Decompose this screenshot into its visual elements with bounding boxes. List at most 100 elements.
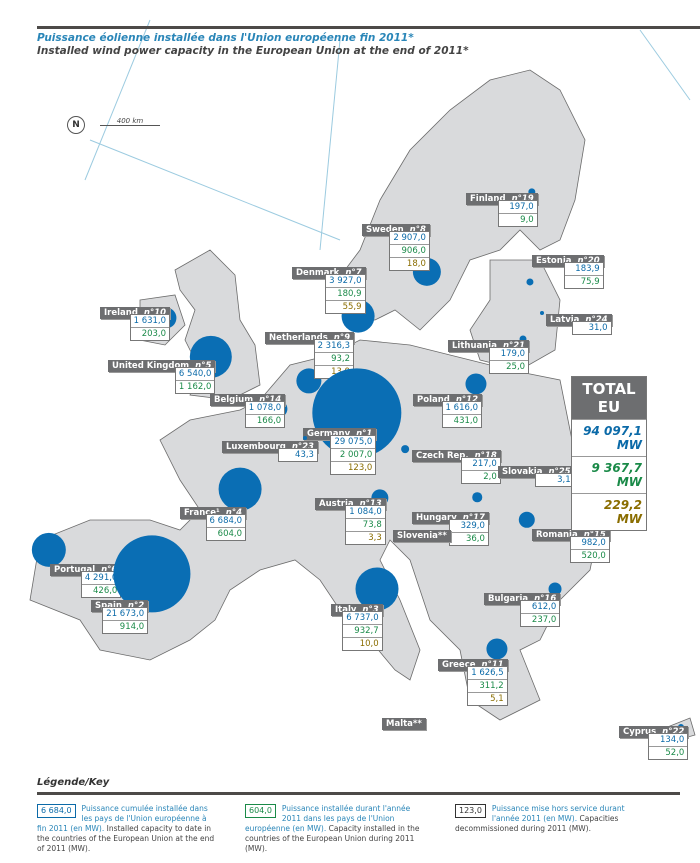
value-cumulative: 6 540,0 bbox=[178, 369, 212, 379]
value-installed: 75,9 bbox=[564, 275, 603, 288]
capacity-bubble bbox=[113, 535, 191, 613]
legend-item-cumulative: 6 684,0 Puissance cumulée installée dans… bbox=[37, 804, 217, 854]
value-cumulative: 31,0 bbox=[588, 323, 608, 333]
value-cumulative: 179,0 bbox=[500, 349, 526, 359]
country-rank: n°6 bbox=[101, 565, 118, 575]
values-box: 612,0 237,0 bbox=[520, 600, 561, 627]
values-box: 43,3 bbox=[277, 448, 318, 462]
value-cumulative: 6 737,0 bbox=[346, 613, 379, 623]
country-label: Germany n°1 29 075,0 2 007,0 123,0 bbox=[303, 421, 377, 475]
country-label: Lithuania n°21 179,0 25,0 bbox=[448, 333, 530, 374]
country-label: Finland n°19 197,0 9,0 bbox=[466, 186, 538, 227]
value-installed: 520,0 bbox=[570, 549, 609, 562]
country-rank: n°24 bbox=[585, 315, 608, 325]
values-box: 217,0 2,0 bbox=[460, 457, 501, 484]
values-box: 197,0 9,0 bbox=[497, 200, 538, 227]
value-cumulative: 3,1 bbox=[557, 475, 571, 485]
country-label: Czech Rep. n°18 217,0 2,0 bbox=[412, 443, 501, 484]
values-box: 982,0 520,0 bbox=[569, 536, 610, 563]
value-decommissioned: 123,0 bbox=[331, 461, 376, 474]
capacity-bubble bbox=[401, 445, 409, 453]
country-rank: n°20 bbox=[577, 256, 600, 266]
country-rank: n°4 bbox=[225, 508, 242, 518]
capacity-bubble bbox=[472, 492, 482, 502]
value-installed: 2 007,0 bbox=[331, 448, 376, 461]
country-name: Slovenia** bbox=[393, 530, 451, 542]
legend-item-decommissioned: 123,0 Puissance mise hors service durant… bbox=[455, 804, 635, 834]
value-decommissioned: 18,0 bbox=[390, 257, 429, 270]
value-installed: 906,0 bbox=[390, 244, 429, 257]
values-box: 6 540,0 1 162,0 bbox=[174, 367, 216, 394]
header-rule bbox=[37, 26, 700, 29]
country-rank: n°19 bbox=[511, 194, 534, 204]
country-label: Sweden n°8 2 907,0 906,0 18,0 bbox=[362, 217, 430, 271]
capacity-bubble bbox=[303, 436, 307, 440]
value-installed: 93,2 bbox=[314, 352, 354, 365]
legend-text-fr: Puissance mise hors service durant l'ann… bbox=[491, 804, 625, 823]
values-box: 179,0 25,0 bbox=[489, 347, 530, 374]
legend-swatch: 6 684,0 bbox=[37, 804, 76, 818]
legend-text-en: Capacities decommissioned during 2011 (M… bbox=[455, 814, 619, 833]
value-decommissioned: 55,9 bbox=[326, 300, 365, 313]
country-rank: n°2 bbox=[127, 601, 145, 611]
country-name: Malta** bbox=[382, 718, 426, 730]
value-installed: 1 162,0 bbox=[175, 380, 215, 393]
country-rank: n°8 bbox=[409, 225, 426, 235]
title-fr: Puissance éolienne installée dans l'Unio… bbox=[37, 32, 414, 44]
capacity-bubble bbox=[540, 311, 544, 315]
country-rank: n°10 bbox=[143, 308, 167, 318]
value-cumulative: 3 927,0 bbox=[329, 276, 362, 286]
legend-text-fr: Puissance cumulée installée dans les pay… bbox=[37, 804, 208, 833]
legend-text-en: Capacity installed in the countries of t… bbox=[245, 824, 420, 853]
value-installed: 2,0 bbox=[461, 470, 500, 483]
value-decommissioned: 3,3 bbox=[346, 531, 385, 544]
value-installed: 311,2 bbox=[468, 679, 507, 692]
total-installed: 9 367,7 MW bbox=[572, 456, 646, 493]
value-cumulative: 197,0 bbox=[509, 202, 534, 212]
values-box: 2 907,0 906,0 18,0 bbox=[389, 231, 430, 271]
country-rank: n°3 bbox=[362, 605, 379, 615]
value-decommissioned: 10,0 bbox=[343, 637, 382, 650]
country-rank: n°14 bbox=[259, 395, 282, 405]
value-cumulative: 6 684,0 bbox=[209, 516, 242, 526]
total-cumulative: 94 097,1 MW bbox=[572, 419, 646, 456]
value-cumulative: 329,0 bbox=[460, 521, 485, 531]
values-box: 29 075,0 2 007,0 123,0 bbox=[330, 435, 377, 475]
value-installed: 426,0 bbox=[81, 584, 121, 597]
value-installed: 604,0 bbox=[206, 527, 245, 540]
scale-bar: 400 km bbox=[100, 117, 160, 126]
value-installed: 73,8 bbox=[346, 518, 385, 531]
country-label: Romania n°15 982,0 520,0 bbox=[532, 522, 610, 563]
value-cumulative: 2 316,3 bbox=[317, 341, 351, 351]
country-label: Hungary n°17 329,0 36,0 bbox=[412, 505, 489, 546]
country-label: Ireland n°10 1 631,0 203,0 bbox=[100, 300, 171, 341]
country-label: United Kingdom n°5 6 540,0 1 162,0 bbox=[108, 353, 216, 394]
country-label: Portugal n°6 4 291,0 426,0 bbox=[50, 557, 122, 598]
values-box: 1 626,5 311,2 5,1 bbox=[467, 666, 508, 706]
value-cumulative: 2 907,0 bbox=[393, 233, 426, 243]
value-installed: 36,0 bbox=[449, 532, 488, 545]
country-label: Italy n°3 6 737,0 932,7 10,0 bbox=[331, 597, 383, 651]
value-installed: 52,0 bbox=[649, 746, 688, 759]
capacity-bubble bbox=[528, 188, 536, 196]
value-cumulative: 1 626,5 bbox=[471, 668, 504, 678]
values-box: 1 084,0 73,8 3,3 bbox=[345, 505, 386, 545]
value-installed: 431,0 bbox=[442, 414, 481, 427]
value-cumulative: 612,0 bbox=[531, 602, 557, 612]
country-rank: n°11 bbox=[481, 660, 504, 670]
country-label: Poland n°12 1 616,0 431,0 bbox=[413, 387, 482, 428]
legend-title: Légende/Key bbox=[37, 777, 110, 788]
legend-text-en: Installed capacity to date in the countr… bbox=[37, 824, 215, 853]
legend-item-installed: 604,0 Puissance installée durant l'année… bbox=[245, 804, 425, 854]
capacity-bubble bbox=[518, 511, 536, 529]
value-decommissioned: 5,1 bbox=[468, 692, 507, 705]
values-box: 1 631,0 203,0 bbox=[129, 314, 171, 341]
value-installed: 932,7 bbox=[343, 624, 382, 637]
value-installed: 180,9 bbox=[326, 287, 365, 300]
values-box: 6 737,0 932,7 10,0 bbox=[342, 611, 383, 651]
country-rank: n°1 bbox=[356, 429, 373, 439]
country-label: Latvia n°24 31,0 bbox=[546, 307, 612, 335]
values-box: 6 684,0 604,0 bbox=[205, 514, 246, 541]
value-cumulative: 29 075,0 bbox=[334, 437, 373, 447]
values-box: 21 673,0 914,0 bbox=[102, 607, 149, 634]
